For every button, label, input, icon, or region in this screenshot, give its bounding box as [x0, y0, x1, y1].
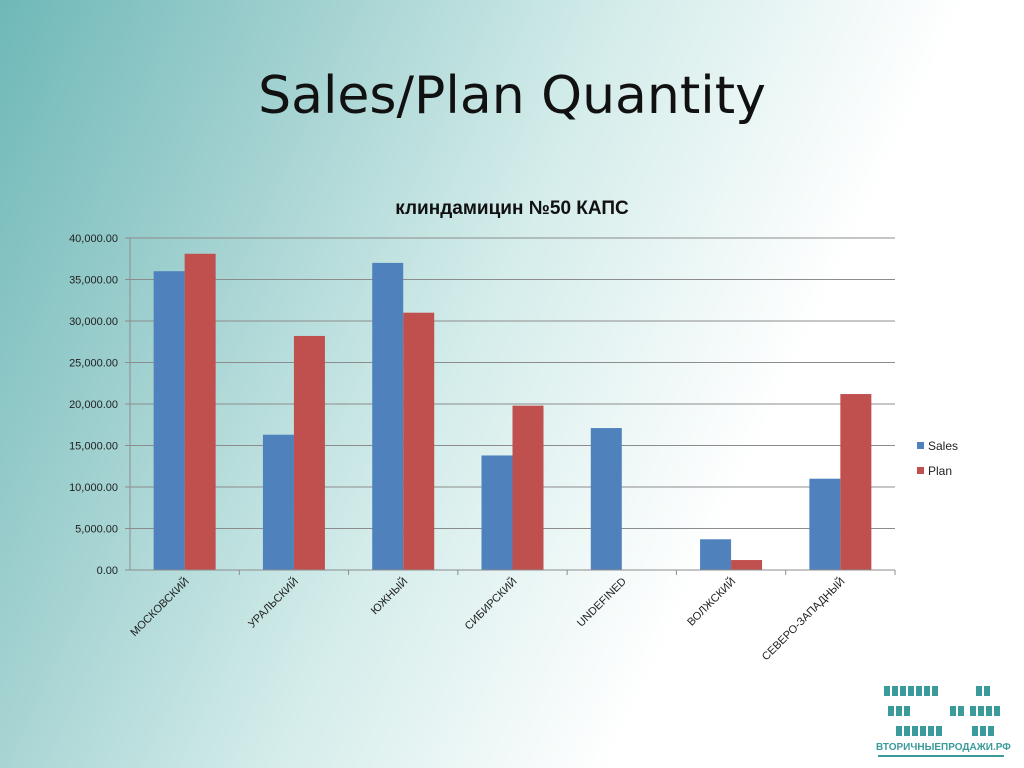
logo-underline [878, 755, 1004, 757]
x-axis-tick-labels: МОСКОВСКИЙ УРАЛЬСКИЙ ЮЖНЫЙ СИБИРСКИЙ UNDEFIN… [128, 575, 848, 663]
legend-label-plan: Plan [928, 463, 953, 478]
y-tick-label: 40,000.00 [69, 233, 118, 245]
x-tick-label: ВОЛЖСКИЙ [685, 575, 739, 629]
x-tick-label: UNDEFINED [575, 576, 629, 630]
bar-plan-5 [731, 560, 763, 570]
legend-entry-plan: Plan [917, 458, 958, 483]
x-tick-label: СЕВЕРО-ЗАПАДНЫЙ [759, 575, 847, 663]
y-tick-label: 20,000.00 [69, 399, 118, 411]
legend-entry-sales: Sales [917, 433, 958, 458]
bar-sales-2 [372, 262, 404, 570]
bar-plan-1 [293, 335, 325, 570]
logo: ВТОРИЧНЫЕПРОДАЖИ.РФ [876, 684, 1011, 760]
logo-graphic [884, 686, 1000, 736]
slide-title: Sales/Plan Quantity [258, 66, 766, 126]
legend-label-sales: Sales [928, 438, 959, 453]
bar-sales-3 [481, 455, 513, 570]
y-tick-label: 5,000.00 [75, 524, 118, 536]
x-tick-label: СИБИРСКИЙ [462, 575, 520, 633]
legend: Sales Plan [917, 433, 958, 483]
y-tick-label: 30,000.00 [69, 316, 118, 328]
x-tick-label: УРАЛЬСКИЙ [246, 575, 302, 631]
bar-sales-5 [700, 539, 732, 570]
legend-swatch-plan [917, 467, 924, 474]
bar-sales-6 [809, 478, 841, 570]
bar-plan-2 [403, 312, 435, 570]
x-tick-label: ЮЖНЫЙ [368, 575, 410, 617]
bar-sales-1 [262, 434, 294, 570]
bar-sales-0 [153, 271, 185, 570]
bar-sales-4 [590, 428, 622, 570]
y-tick-label: 25,000.00 [69, 358, 118, 370]
bar-plan-0 [184, 253, 216, 570]
logo-text: ВТОРИЧНЫЕПРОДАЖИ.РФ [876, 742, 1011, 753]
legend-swatch-sales [917, 442, 924, 449]
x-tick-label: МОСКОВСКИЙ [128, 575, 192, 639]
y-tick-label: 15,000.00 [69, 441, 118, 453]
bar-plan-6 [840, 394, 872, 570]
bar-plan-3 [512, 405, 544, 570]
y-tick-label: 10,000.00 [69, 482, 118, 494]
y-tick-label: 35,000.00 [69, 275, 118, 287]
chart-title: клиндамицин №50 КАПС [395, 198, 629, 219]
y-axis-tick-labels: 0.00 5,000.00 10,000.00 15,000.00 20,000.00 2… [69, 233, 118, 577]
axes [129, 238, 896, 575]
y-tick-label: 0.00 [97, 565, 118, 577]
bars [153, 253, 872, 570]
